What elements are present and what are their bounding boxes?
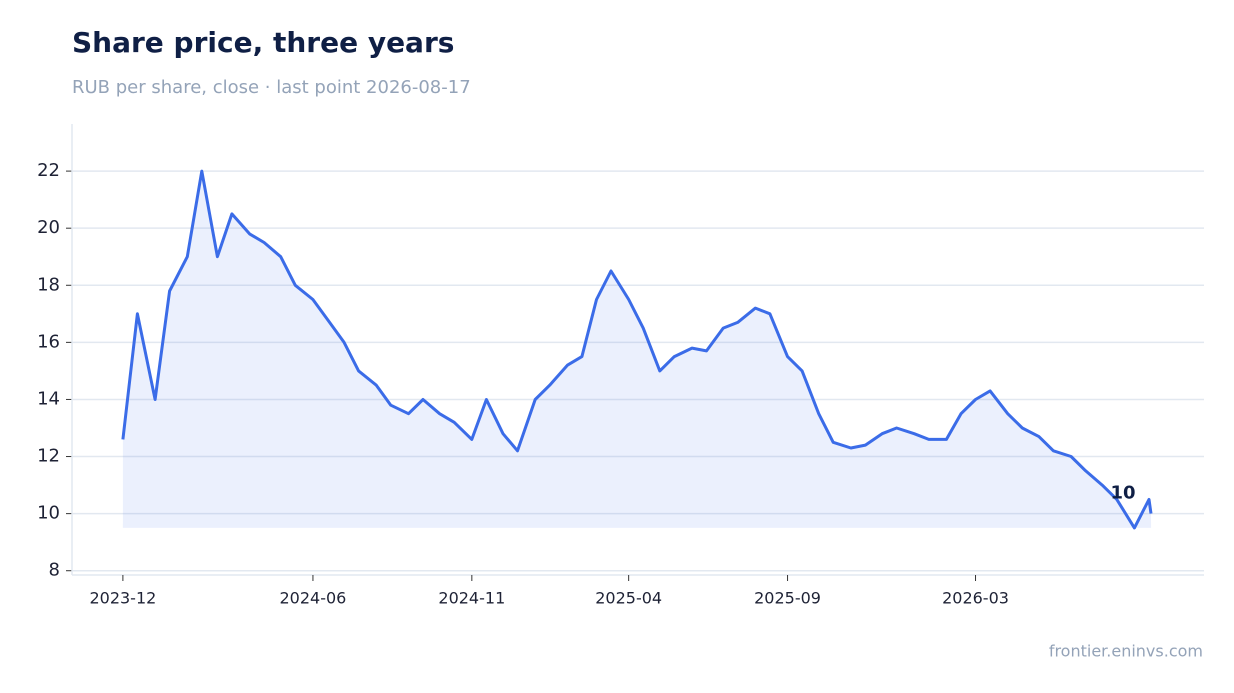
- y-tick-label: 16: [37, 331, 60, 352]
- x-tick-label: 2025-09: [754, 589, 821, 608]
- x-tick-label: 2024-11: [438, 589, 505, 608]
- price-line: [121, 169, 1153, 530]
- y-tick-label: 10: [37, 503, 60, 524]
- chart-subtitle: RUB per share, close · last point 2026-0…: [72, 77, 471, 98]
- y-tick-label: 8: [49, 560, 60, 581]
- y-tick-label: 22: [37, 160, 60, 181]
- y-tick-label: 20: [37, 217, 60, 238]
- x-tick-label: 2023-12: [89, 589, 156, 608]
- area: [122, 171, 1152, 528]
- source: frontier.eninvs.com: [1049, 642, 1203, 661]
- last-value-label: 10: [1111, 483, 1136, 504]
- x-tick-label: 2025-04: [595, 589, 662, 608]
- x-tick-label: 2026-03: [942, 589, 1009, 608]
- y-tick-label: 14: [37, 388, 60, 409]
- chart-title: Share price, three years: [72, 26, 454, 59]
- y-tick-label: 18: [37, 274, 60, 295]
- y-tick-label: 12: [37, 446, 60, 467]
- x-tick-label: 2024-06: [280, 589, 347, 608]
